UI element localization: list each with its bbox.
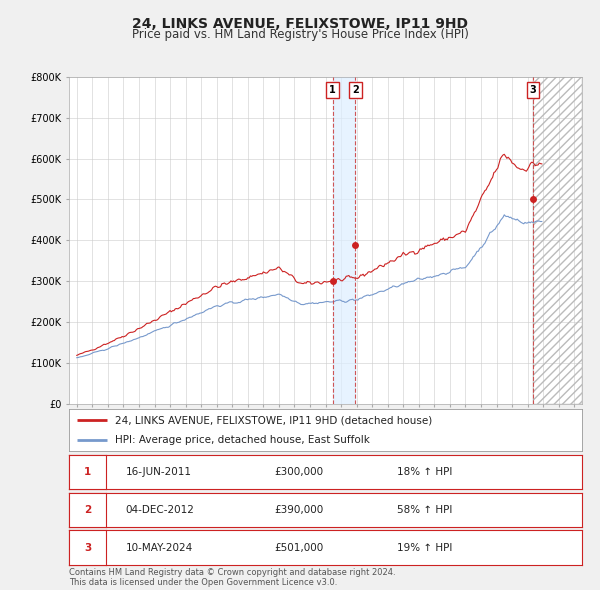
Text: £390,000: £390,000: [274, 505, 323, 514]
Text: 24, LINKS AVENUE, FELIXSTOWE, IP11 9HD: 24, LINKS AVENUE, FELIXSTOWE, IP11 9HD: [132, 17, 468, 31]
Text: 2: 2: [352, 85, 359, 95]
Text: Contains HM Land Registry data © Crown copyright and database right 2024.
This d: Contains HM Land Registry data © Crown c…: [69, 568, 395, 587]
Text: Price paid vs. HM Land Registry's House Price Index (HPI): Price paid vs. HM Land Registry's House …: [131, 28, 469, 41]
Bar: [332, 77, 355, 404]
Text: 3: 3: [84, 543, 91, 552]
Text: 19% ↑ HPI: 19% ↑ HPI: [397, 543, 452, 552]
Text: 18% ↑ HPI: 18% ↑ HPI: [397, 467, 452, 477]
Text: 24, LINKS AVENUE, FELIXSTOWE, IP11 9HD (detached house): 24, LINKS AVENUE, FELIXSTOWE, IP11 9HD (…: [115, 415, 433, 425]
Text: £501,000: £501,000: [274, 543, 323, 552]
Bar: [533, 77, 582, 404]
Text: 16-JUN-2011: 16-JUN-2011: [125, 467, 191, 477]
Text: 10-MAY-2024: 10-MAY-2024: [125, 543, 193, 552]
Text: HPI: Average price, detached house, East Suffolk: HPI: Average price, detached house, East…: [115, 435, 370, 445]
Text: 58% ↑ HPI: 58% ↑ HPI: [397, 505, 452, 514]
Text: £300,000: £300,000: [274, 467, 323, 477]
Text: 2: 2: [84, 505, 91, 514]
Bar: [533, 77, 582, 404]
Text: 04-DEC-2012: 04-DEC-2012: [125, 505, 194, 514]
Text: 1: 1: [84, 467, 91, 477]
Text: 1: 1: [329, 85, 336, 95]
Text: 3: 3: [530, 85, 536, 95]
